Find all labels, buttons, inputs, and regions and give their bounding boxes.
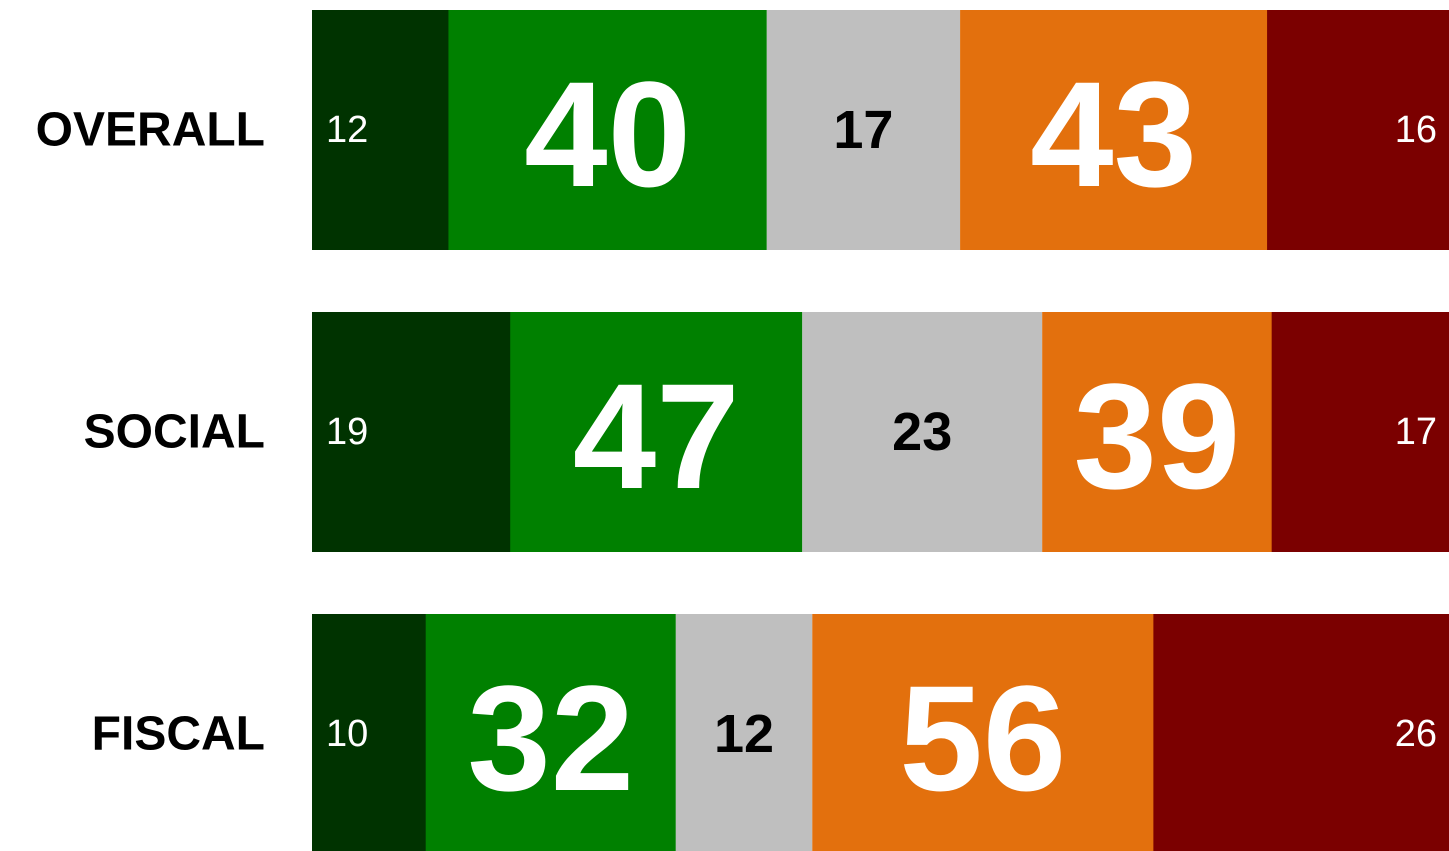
bar-segment [766, 10, 961, 250]
category-label: SOCIAL [84, 406, 265, 459]
bar-segment [1153, 614, 1449, 851]
value-label: 16 [1395, 109, 1437, 151]
value-label: 17 [833, 100, 893, 160]
bar-segment [312, 10, 449, 250]
value-label: 10 [326, 713, 368, 755]
value-label: 26 [1395, 713, 1437, 755]
bar-segment [312, 614, 426, 851]
bar-segment [312, 312, 511, 552]
category-label: FISCAL [92, 708, 265, 761]
value-label: 56 [899, 654, 1066, 822]
value-label: 17 [1395, 411, 1437, 453]
category-label: OVERALL [36, 104, 265, 157]
value-label: 23 [892, 402, 952, 462]
bar-segment [1267, 10, 1449, 250]
bar-segment [1271, 312, 1449, 552]
value-label: 43 [1030, 50, 1197, 218]
value-label: 19 [326, 411, 368, 453]
bar-segment [675, 614, 813, 851]
value-label: 39 [1073, 352, 1240, 520]
bar-segment [802, 312, 1043, 552]
value-label: 12 [714, 704, 774, 764]
value-label: 47 [573, 352, 740, 520]
value-label: 32 [467, 654, 634, 822]
value-label: 40 [524, 50, 691, 218]
value-label: 12 [326, 109, 368, 151]
